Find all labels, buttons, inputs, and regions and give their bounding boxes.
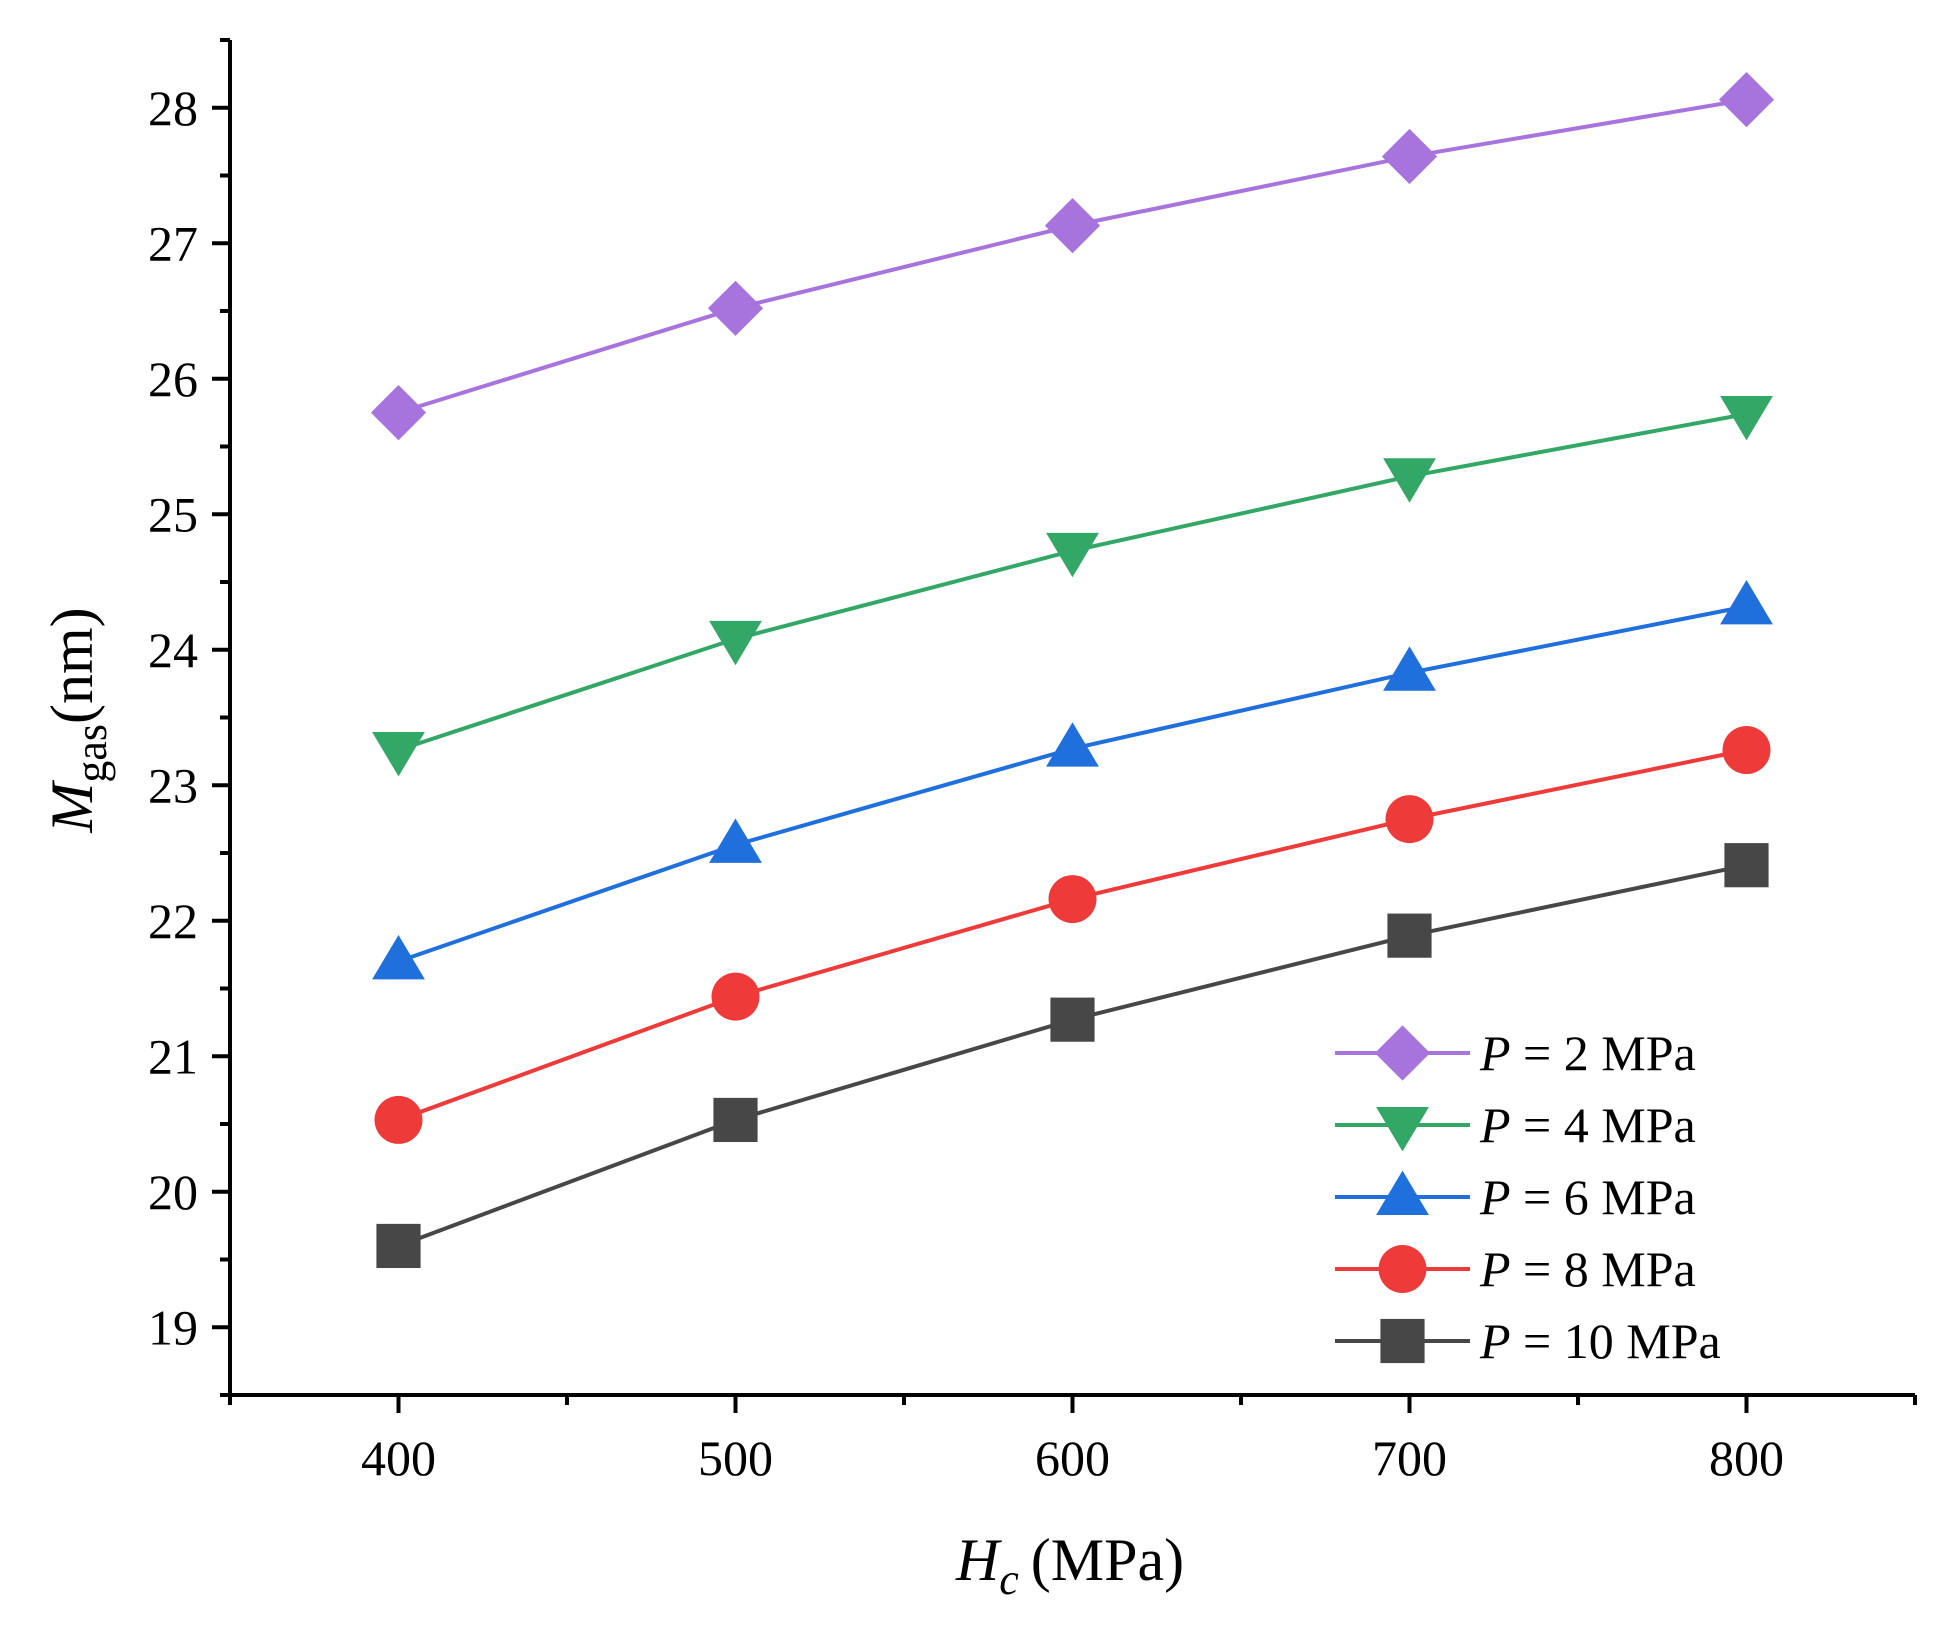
y-tick-label: 19 (148, 1299, 198, 1355)
x-axis-title-sub: c (999, 1555, 1019, 1604)
legend-label-var: P (1479, 1025, 1511, 1081)
x-tick-label: 800 (1709, 1430, 1784, 1486)
data-point (1722, 726, 1771, 775)
legend-marker (1378, 1245, 1427, 1293)
data-point (370, 385, 427, 441)
data-point (1046, 532, 1099, 578)
legend-label-var: P (1479, 1313, 1511, 1369)
data-point (376, 1223, 421, 1269)
data-point (1050, 997, 1095, 1042)
legend-label-var: P (1479, 1097, 1511, 1153)
legend-item: P = 4 MPa (1335, 1097, 1696, 1153)
y-tick-label: 23 (148, 757, 198, 813)
series-3 (372, 579, 1773, 980)
legend-label-var: P (1479, 1169, 1511, 1225)
series-line (397, 97, 1747, 415)
data-point (711, 972, 760, 1021)
legend-label: P = 4 MPa (1479, 1097, 1696, 1153)
y-tick-label: 24 (148, 622, 198, 678)
x-axis-title-unit: (MPa) (1031, 1527, 1184, 1593)
x-tick-label: 500 (698, 1430, 773, 1486)
data-point (1724, 843, 1769, 888)
y-tick-label: 20 (148, 1164, 198, 1220)
data-point (1718, 72, 1775, 128)
legend-label-rest: = 8 MPa (1511, 1241, 1696, 1297)
x-axis-title: Hc (MPa) (955, 1527, 1184, 1604)
legend-marker (1374, 1025, 1431, 1081)
series-5 (376, 843, 1769, 1269)
legend-label-var: P (1479, 1241, 1511, 1297)
series-2 (372, 395, 1773, 777)
legend-label: P = 2 MPa (1479, 1025, 1696, 1081)
legend-marker (1380, 1318, 1425, 1364)
data-point (1044, 198, 1101, 254)
data-point (1381, 128, 1438, 185)
data-point (709, 620, 762, 666)
legend-marker (1376, 1107, 1429, 1152)
series-1 (370, 72, 1775, 441)
data-point (1048, 875, 1097, 924)
data-point (1383, 646, 1436, 691)
y-tick-label: 27 (148, 215, 198, 271)
y-tick-label: 21 (148, 1028, 198, 1084)
legend-label-rest: = 6 MPa (1511, 1169, 1696, 1225)
y-axis-title: Mgas(nm) (39, 607, 116, 833)
series-4 (374, 726, 1771, 1144)
y-axis-title-sub: gas (67, 724, 116, 783)
series-layer (370, 72, 1775, 1269)
data-point (372, 732, 425, 777)
legend-label: P = 6 MPa (1479, 1169, 1696, 1225)
legend-item: P = 8 MPa (1335, 1241, 1696, 1297)
y-axis-title-main: M (39, 780, 105, 834)
legend-label-rest: = 10 MPa (1511, 1313, 1721, 1369)
y-tick-label: 26 (148, 351, 198, 407)
data-point (1383, 458, 1436, 503)
legend-marker (1376, 1170, 1429, 1215)
legend-item: P = 2 MPa (1335, 1025, 1696, 1081)
legend-label-rest: = 2 MPa (1511, 1025, 1696, 1081)
legend-label: P = 10 MPa (1479, 1313, 1721, 1369)
y-tick-label: 22 (148, 893, 198, 949)
legend-item: P = 6 MPa (1335, 1169, 1696, 1225)
x-axis-title-main: H (955, 1527, 1003, 1593)
data-point (709, 818, 762, 863)
legend-label-rest: = 4 MPa (1511, 1097, 1696, 1153)
data-point (713, 1097, 758, 1143)
x-tick-label: 400 (361, 1430, 436, 1486)
data-point (1387, 913, 1432, 958)
legend-item: P = 10 MPa (1335, 1313, 1721, 1369)
y-axis-title-unit: (nm) (39, 607, 105, 724)
x-tick-label: 600 (1035, 1430, 1110, 1486)
axes: 400 500 600 700 800 19 20 21 22 23 24 25 26 27 28 (148, 38, 1917, 1486)
y-tick-label: 28 (148, 80, 198, 136)
data-point (1720, 579, 1773, 625)
data-point (1046, 722, 1099, 767)
data-point (1720, 395, 1773, 441)
x-tick-label: 700 (1372, 1430, 1447, 1486)
data-point (707, 280, 764, 336)
data-point (372, 935, 425, 980)
legend-label: P = 8 MPa (1479, 1241, 1696, 1297)
data-point (374, 1095, 423, 1144)
series-line (397, 412, 1747, 752)
y-tick-label: 25 (148, 486, 198, 542)
data-point (1385, 795, 1434, 844)
